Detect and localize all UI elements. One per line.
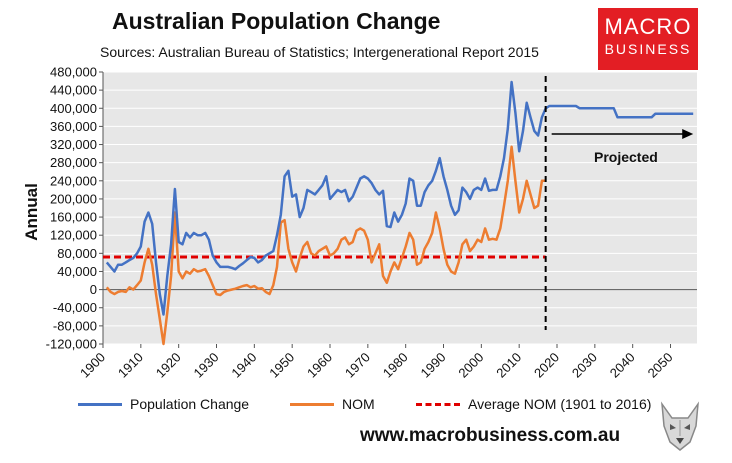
legend-label-population: Population Change — [130, 396, 250, 412]
x-tick-label: 1940 — [228, 350, 259, 381]
y-tick-label: 40,000 — [57, 264, 97, 279]
y-tick-label: 160,000 — [50, 210, 97, 225]
x-tick-label: 2010 — [493, 350, 524, 381]
plot-area — [103, 72, 697, 344]
chart-subtitle: Sources: Australian Bureau of Statistics… — [100, 44, 539, 60]
legend-label-average: Average NOM (1901 to 2016) — [468, 396, 652, 412]
series-nom-line — [105, 145, 546, 346]
wolf-logo-icon — [661, 401, 699, 451]
x-tick-label: 2040 — [607, 350, 638, 381]
x-tick-label: 1980 — [380, 350, 411, 381]
y-tick-label: 0 — [90, 282, 97, 297]
x-tick-label: 1950 — [266, 350, 297, 381]
legend-nom: NOM — [290, 394, 375, 414]
x-tick-label: 1990 — [418, 350, 449, 381]
y-tick-label: 440,000 — [50, 83, 97, 98]
x-tick-label: 2050 — [645, 350, 676, 381]
x-tick-label: 2000 — [455, 350, 486, 381]
y-axis-label: Annual — [22, 183, 41, 241]
y-tick-label: 280,000 — [50, 155, 97, 170]
y-axis: -120,000 -80,000 -40,000 0 40,000 80,000 120,0… — [46, 65, 104, 352]
x-tick-label: 1910 — [115, 350, 146, 381]
x-tick-label: 1900 — [77, 350, 108, 381]
series-population-change-line — [105, 80, 694, 316]
x-tick-label: 1920 — [153, 350, 184, 381]
y-tick-label: -40,000 — [53, 300, 97, 315]
y-tick-label: 80,000 — [57, 246, 97, 261]
legend-swatch-nom — [290, 402, 334, 406]
x-tick-label: 1960 — [304, 350, 335, 381]
y-tick-label: -120,000 — [46, 337, 97, 352]
y-tick-label: 200,000 — [50, 191, 97, 206]
chart-title: Australian Population Change — [112, 8, 441, 34]
projection-arrowhead — [682, 129, 694, 139]
legend-population-change: Population Change — [78, 394, 249, 414]
y-tick-label: 480,000 — [50, 65, 97, 80]
y-tick-label: -80,000 — [53, 318, 97, 333]
macrobusiness-logo: MACRO BUSINESS — [598, 8, 698, 70]
y-tick-label: 120,000 — [50, 228, 97, 243]
x-tick-label: 2020 — [531, 350, 562, 381]
x-tick-label: 1970 — [342, 350, 373, 381]
projection-marker: Projected — [544, 76, 694, 330]
logo-line-2: BUSINESS — [604, 41, 692, 57]
legend-swatch-average — [416, 402, 460, 406]
series-group — [103, 80, 694, 346]
legend-swatch-population — [78, 402, 122, 406]
y-tick-label: 320,000 — [50, 137, 97, 152]
projected-label: Projected — [594, 149, 658, 165]
y-tick-label: 360,000 — [50, 119, 97, 134]
x-tick-label: 1930 — [191, 350, 222, 381]
logo-line-1: MACRO — [604, 14, 692, 39]
website-url: www.macrobusiness.com.au — [360, 425, 621, 446]
y-tick-label: 400,000 — [50, 101, 97, 116]
legend-label-nom: NOM — [342, 396, 375, 412]
y-tick-label: 240,000 — [50, 173, 97, 188]
legend-average-nom: Average NOM (1901 to 2016) — [416, 394, 651, 414]
x-tick-label: 2030 — [569, 350, 600, 381]
